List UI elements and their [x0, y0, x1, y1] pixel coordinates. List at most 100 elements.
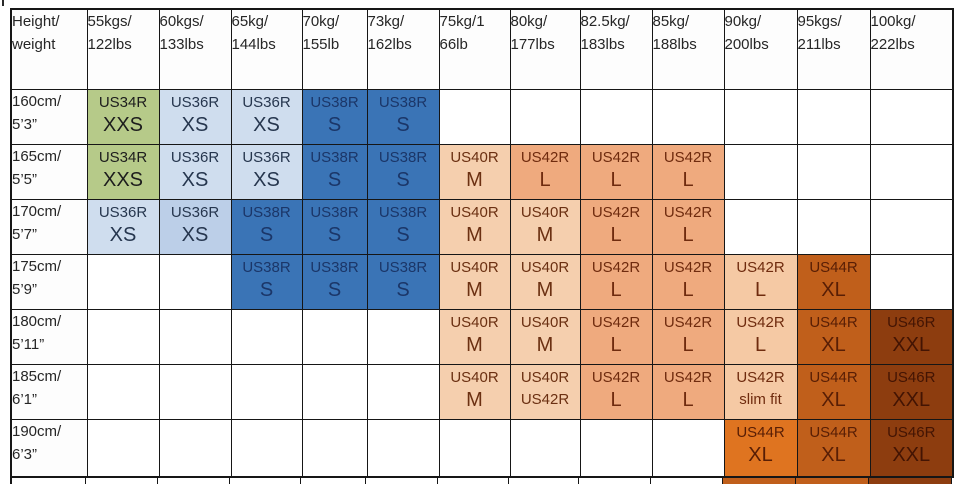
weight-header-cell: 90kg/200lbs [723, 8, 798, 90]
weight-header-cell: 73kg/162lbs [366, 8, 440, 90]
empty-cell [869, 143, 954, 200]
text-line: 6’3” [12, 445, 38, 463]
weight-header-cell: 60kgs/133lbs [158, 8, 232, 90]
size-label: M [536, 223, 554, 246]
size-code: US40R [450, 203, 499, 221]
cropped-cell [86, 478, 158, 484]
size-label: XS [181, 168, 209, 191]
size-chart-header: Height/weight 55kgs/122lbs 60kgs/133lbs 65k… [10, 8, 954, 90]
size-label: L [682, 223, 694, 246]
empty-cell [86, 308, 160, 365]
height-header-cell: 160cm/5’3” [10, 88, 88, 145]
size-label: XS [109, 223, 137, 246]
size-cell: US44R XL [796, 308, 871, 365]
size-label: M [536, 278, 554, 301]
size-label: XXS [102, 168, 144, 191]
text-line: 155lb [302, 36, 340, 53]
table-row: 185cm/6’1” US40R M US40R US42R US42R L US42R L US… [10, 363, 954, 420]
size-code: US40R [450, 148, 499, 166]
empty-cell [796, 198, 871, 255]
size-code: US42R [520, 148, 570, 166]
size-label: XL [748, 443, 773, 466]
size-code: US36R [98, 203, 148, 221]
text-line: 144lbs [231, 36, 276, 53]
size-code: US40R [520, 203, 570, 221]
empty-cell [86, 418, 160, 478]
height-header-cell: 170cm/5’7” [10, 198, 88, 255]
size-label: slim fit [739, 390, 782, 408]
cropped-cell [796, 478, 869, 484]
text-line: 85kg/ [652, 13, 690, 30]
empty-cell [158, 418, 232, 478]
table-row: 180cm/5’11” US40R M US40R M US42R L US42R L US42R… [10, 308, 954, 365]
cropped-cell [651, 478, 723, 484]
size-code: US42R [663, 313, 713, 331]
weight-header-cell: 82.5kg/183lbs [579, 8, 653, 90]
size-code: US42R [591, 258, 641, 276]
weight-header-cell: 100kg/222lbs [869, 8, 954, 90]
empty-cell [158, 308, 232, 365]
size-cell: US42R L [651, 143, 725, 200]
empty-cell [366, 363, 440, 420]
size-label: L [682, 388, 694, 411]
size-label: XXL [892, 443, 931, 466]
text-line: 160cm/ [12, 92, 62, 110]
size-cell: US44R XL [723, 418, 798, 478]
cropped-cell [230, 478, 301, 484]
cropped-cell [10, 478, 86, 484]
size-label: L [754, 278, 767, 301]
size-code: US40R [520, 368, 570, 386]
size-code: US42R [591, 148, 641, 166]
size-code: US40R [450, 368, 499, 386]
size-cell: US44R XL [796, 253, 871, 310]
size-cell: US36R XS [230, 88, 303, 145]
empty-cell [651, 88, 725, 145]
size-code: US42R [736, 313, 785, 331]
size-cell: US42R L [651, 253, 725, 310]
empty-cell [86, 363, 160, 420]
size-label: XXL [892, 388, 931, 411]
table-row: 170cm/5’7” US36R XS US36R XS US38R S US38R S US38… [10, 198, 954, 255]
size-label: S [327, 113, 342, 136]
size-label: M [466, 388, 483, 411]
size-cell: US42R L [579, 143, 653, 200]
text-line: 60kgs/ [159, 13, 204, 30]
size-label: L [610, 333, 622, 356]
text-line: 6’1” [12, 390, 38, 408]
size-cell: US42R L [579, 253, 653, 310]
size-code: US46R [887, 313, 936, 331]
size-code: US38R [378, 93, 428, 111]
size-code: US42R [736, 368, 785, 386]
header-row: Height/weight 55kgs/122lbs 60kgs/133lbs 65k… [10, 8, 954, 90]
size-cell: US42R L [579, 198, 653, 255]
size-code: US36R [170, 148, 220, 166]
weight-header-cell: 70kg/155lb [301, 8, 368, 90]
size-cell: US40R M [438, 198, 511, 255]
size-cell: US42R L [723, 253, 798, 310]
empty-cell [301, 363, 368, 420]
size-cell: US42R L [651, 198, 725, 255]
empty-cell [86, 253, 160, 310]
table-row: 165cm/5’5” US34R XXS US36R XS US36R XS US38R S US… [10, 143, 954, 200]
size-code: US40R [520, 313, 570, 331]
size-cell: US40R M [438, 308, 511, 365]
size-code: US38R [310, 258, 359, 276]
empty-cell [509, 88, 581, 145]
text-line: 82.5kg/ [580, 13, 630, 30]
size-code: US40R [450, 258, 499, 276]
size-cell: US36R XS [86, 198, 160, 255]
size-code: US38R [310, 93, 359, 111]
size-cell: US38R S [301, 253, 368, 310]
size-label: M [466, 168, 483, 191]
size-cell: US40R US42R [509, 363, 581, 420]
empty-cell [509, 418, 581, 478]
height-header-cell: 180cm/5’11” [10, 308, 88, 365]
cropped-cell [579, 478, 651, 484]
cropped-cell [509, 478, 579, 484]
size-cell: US36R XS [230, 143, 303, 200]
size-code: US44R [809, 423, 858, 441]
size-code: US46R [887, 368, 936, 386]
height-header-cell: 175cm/5’9” [10, 253, 88, 310]
size-code: US40R [450, 313, 499, 331]
size-cell: US42R L [579, 363, 653, 420]
